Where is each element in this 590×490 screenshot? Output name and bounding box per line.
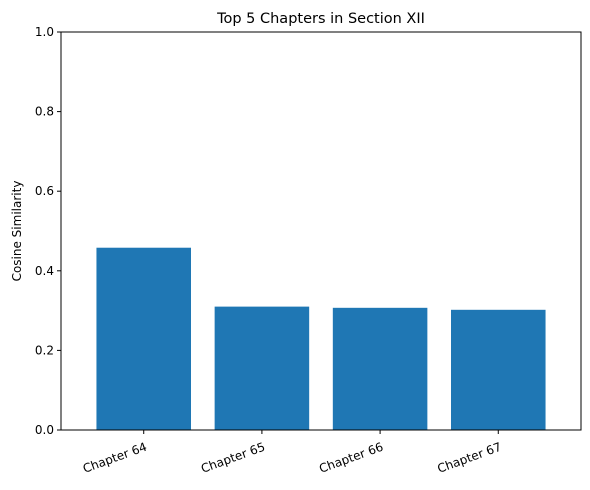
bar-chapter-64 (96, 247, 191, 430)
chart-title: Top 5 Chapters in Section XII (216, 11, 425, 27)
bars-group (96, 247, 546, 430)
x-tick-label: Chapter 64 (81, 440, 149, 476)
x-axis: Chapter 64 Chapter 65 Chapter 66 Chapter 67 (81, 430, 503, 476)
y-tick-label: 0.8 (35, 105, 54, 119)
y-axis: 0.0 0.2 0.4 0.6 0.8 1.0 (35, 25, 61, 437)
y-tick-label: 1.0 (35, 25, 54, 39)
x-tick-label: Chapter 65 (199, 440, 267, 476)
bar-chapter-66 (332, 307, 428, 430)
y-tick-label: 0.6 (35, 184, 54, 198)
y-tick-label: 0.0 (35, 423, 54, 437)
y-tick-label: 0.4 (35, 264, 54, 278)
bar-chapter-67 (451, 309, 546, 430)
x-tick-label: Chapter 67 (435, 440, 503, 476)
x-tick-label: Chapter 66 (317, 440, 385, 476)
plot-frame (60, 31, 582, 431)
y-axis-label: Cosine Similarity (10, 181, 24, 282)
bar-chapter-65 (214, 306, 310, 430)
y-tick-label: 0.2 (35, 343, 54, 357)
